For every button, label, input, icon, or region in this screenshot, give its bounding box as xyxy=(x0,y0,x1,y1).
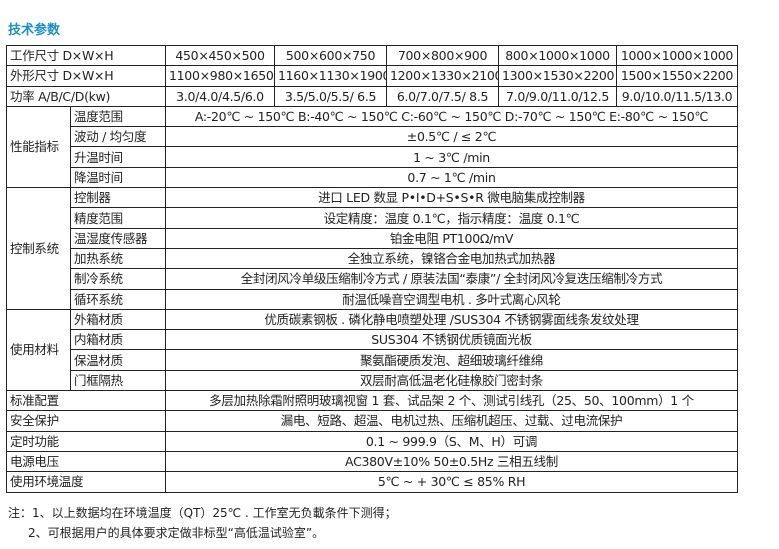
row-label: 功率 A/B/C/D(kw) xyxy=(6,85,166,107)
spec-row: 工作尺寸 D×W×H 450×450×500 500×600×750 700×800×… xyxy=(6,44,738,67)
group-row: 内箱材质 SUS304 不锈钢优质镜面光板 xyxy=(7,329,738,351)
row-value: A:-20℃ ~ 150℃ B:-40℃ ~ 150℃ C:-60℃ ~ 150… xyxy=(165,105,738,128)
row-label: 保温材质 xyxy=(70,349,166,371)
row-value: 耐温低噪音空调型电机 . 多叶式离心风轮 xyxy=(165,288,738,310)
row-value: 设定精度：温度 0.1℃，指示精度：温度 0.1℃ xyxy=(165,207,738,229)
row-label: 定时功能 xyxy=(6,430,166,452)
row-value: 聚氨酯硬质发泡、超细玻璃纤维绵 xyxy=(165,349,738,371)
row-label: 电源电压 xyxy=(6,450,166,473)
notes: 注：1、以上数据均在环境温度（QT）25℃ . 工作室无负載条件下测得； 2、可… xyxy=(8,503,397,543)
spec-cell: 800×1000×1000 xyxy=(498,44,617,67)
row-label: 制冷系统 xyxy=(70,268,166,290)
spec-cell: 1160×1130×1900 xyxy=(274,65,387,87)
row-value: 漏电、短路、超温、电机过热、压缩机超压、过载、过电流保护 xyxy=(165,410,738,432)
row-label: 精度范围 xyxy=(70,207,166,229)
group-row: 性能指标 温度范围 A:-20℃ ~ 150℃ B:-40℃ ~ 150℃ C:-6… xyxy=(6,105,738,189)
spec-cell: 1200×1330×2100 xyxy=(386,65,499,87)
row-value: 优质碳素钢板 . 磷化静电喷塑处理 /SUS304 不锈钢雾面线条发纹处理 xyxy=(165,308,738,331)
row-label: 控制器 xyxy=(70,187,166,209)
row-value: 0.1 ~ 999.9（S、M、H）可调 xyxy=(165,430,738,452)
footer-row: 标准配置 多层加热除霜附照明玻璃视窗 1 套、试品架 2 个、测试引线孔（25、5… xyxy=(6,390,738,412)
row-label: 外箱材质 xyxy=(70,308,166,331)
row-label: 安全保护 xyxy=(6,410,166,432)
row-value: 1 ~ 3℃ /min xyxy=(165,146,738,168)
group-row: 升温时间 1 ~ 3℃ /min xyxy=(7,146,738,168)
group-label: 使用材料 xyxy=(6,308,71,392)
footer-row: 电源电压 AC380V±10% 50±0.5Hz 三相五线制 xyxy=(6,450,738,473)
group-row: 循环系统 耐温低噪音空调型电机 . 多叶式离心风轮 xyxy=(7,288,738,310)
group-row: 温湿度传感器 铂金电阻 PT100Ω/mV xyxy=(7,227,738,249)
row-value: 进口 LED 数显 P•I•D+S•S•R 微电脑集成控制器 xyxy=(165,187,738,209)
row-label: 外形尺寸 D×W×H xyxy=(6,65,166,87)
row-label: 升温时间 xyxy=(70,146,166,168)
spec-cell: 3.5/5.0/5.5/ 6.5 xyxy=(274,85,387,107)
group-label: 控制系统 xyxy=(6,187,71,310)
spec-cell: 6.0/7.0/7.5/ 8.5 xyxy=(386,85,499,107)
group-row: 门框隔热 双层耐高低温老化硅橡胶门密封条 xyxy=(7,369,738,392)
row-label: 加热系统 xyxy=(70,247,166,270)
row-value: SUS304 不锈钢优质镜面光板 xyxy=(165,329,738,351)
row-label: 门框隔热 xyxy=(70,369,166,392)
group-row: 制冷系统 全封闭风冷单级压缩制冷方式 / 原装法国“泰康”/ 全封闭风冷复迭压缩制… xyxy=(7,268,738,290)
row-label: 波动 / 均匀度 xyxy=(70,126,166,148)
note-2: 2、可根据用户的具体要求定做非标型“高低温试验室”。 xyxy=(28,526,325,540)
spec-cell: 700×800×900 xyxy=(386,44,499,67)
page-title: 技术参数 xyxy=(8,23,61,38)
note-1: 注：1、以上数据均在环境温度（QT）25℃ . 工作室无负載条件下测得； xyxy=(8,506,397,520)
row-value: ±0.5℃ / ≤ 2℃ xyxy=(165,126,738,148)
row-value: 铂金电阻 PT100Ω/mV xyxy=(165,227,738,249)
spec-cell: 1300×1530×2200 xyxy=(498,65,617,87)
row-label: 温湿度传感器 xyxy=(70,227,166,249)
group-row: 保温材质 聚氨酯硬质发泡、超细玻璃纤维绵 xyxy=(7,349,738,371)
row-label: 使用环境温度 xyxy=(6,471,166,493)
spec-cell: 1100×980×1650 xyxy=(165,65,275,87)
row-label: 温度范围 xyxy=(70,105,166,128)
spec-cell: 500×600×750 xyxy=(274,44,387,67)
footer-row: 使用环境温度 5℃ ~ + 30℃ ≤ 85% RH xyxy=(6,471,738,493)
spec-row: 外形尺寸 D×W×H 1100×980×1650 1160×1130×1900 120… xyxy=(6,65,738,87)
spec-table: 工作尺寸 D×W×H 450×450×500 500×600×750 700×800×… xyxy=(6,44,738,493)
row-label: 标准配置 xyxy=(6,390,166,412)
row-value: 多层加热除霜附照明玻璃视窗 1 套、试品架 2 个、测试引线孔（25、50、10… xyxy=(165,390,738,412)
group-row: 波动 / 均匀度 ±0.5℃ / ≤ 2℃ xyxy=(7,126,738,148)
spec-row: 功率 A/B/C/D(kw) 3.0/4.0/4.5/6.0 3.5/5.0/5.5… xyxy=(6,85,738,107)
row-value: 全独立系统，镍铬合金电加热式加热器 xyxy=(165,247,738,270)
row-value: 全封闭风冷单级压缩制冷方式 / 原装法国“泰康”/ 全封闭风冷复迭压缩制冷方式 xyxy=(165,268,738,290)
group-label: 性能指标 xyxy=(6,105,71,189)
group-row: 降温时间 0.7 ~ 1℃ /min xyxy=(7,166,738,189)
footer-row: 定时功能 0.1 ~ 999.9（S、M、H）可调 xyxy=(6,430,738,452)
group-row: 加热系统 全独立系统，镍铬合金电加热式加热器 xyxy=(7,247,738,270)
row-value: 0.7 ~ 1℃ /min xyxy=(165,166,738,189)
row-value: 5℃ ~ + 30℃ ≤ 85% RH xyxy=(165,471,738,493)
row-label: 降温时间 xyxy=(70,166,166,189)
spec-cell: 3.0/4.0/4.5/6.0 xyxy=(165,85,275,107)
row-value: AC380V±10% 50±0.5Hz 三相五线制 xyxy=(165,450,738,473)
spec-cell: 9.0/10.0/11.5/13.0 xyxy=(616,85,738,107)
group-row: 控制系统 控制器 进口 LED 数显 P•I•D+S•S•R 微电脑集成控制器 xyxy=(6,187,738,310)
row-label: 工作尺寸 D×W×H xyxy=(6,44,166,67)
row-value: 双层耐高低温老化硅橡胶门密封条 xyxy=(165,369,738,392)
footer-row: 安全保护 漏电、短路、超温、电机过热、压缩机超压、过载、过电流保护 xyxy=(6,410,738,432)
group-row: 精度范围 设定精度：温度 0.1℃，指示精度：温度 0.1℃ xyxy=(7,207,738,229)
group-row: 使用材料 外箱材质 优质碳素钢板 . 磷化静电喷塑处理 /SUS304 不锈钢雾面线… xyxy=(6,308,738,392)
spec-cell: 1000×1000×1000 xyxy=(616,44,738,67)
spec-cell: 1500×1550×2200 xyxy=(616,65,738,87)
spec-cell: 7.0/9.0/11.0/12.5 xyxy=(498,85,617,107)
spec-cell: 450×450×500 xyxy=(165,44,275,67)
row-label: 循环系统 xyxy=(70,288,166,310)
row-label: 内箱材质 xyxy=(70,329,166,351)
